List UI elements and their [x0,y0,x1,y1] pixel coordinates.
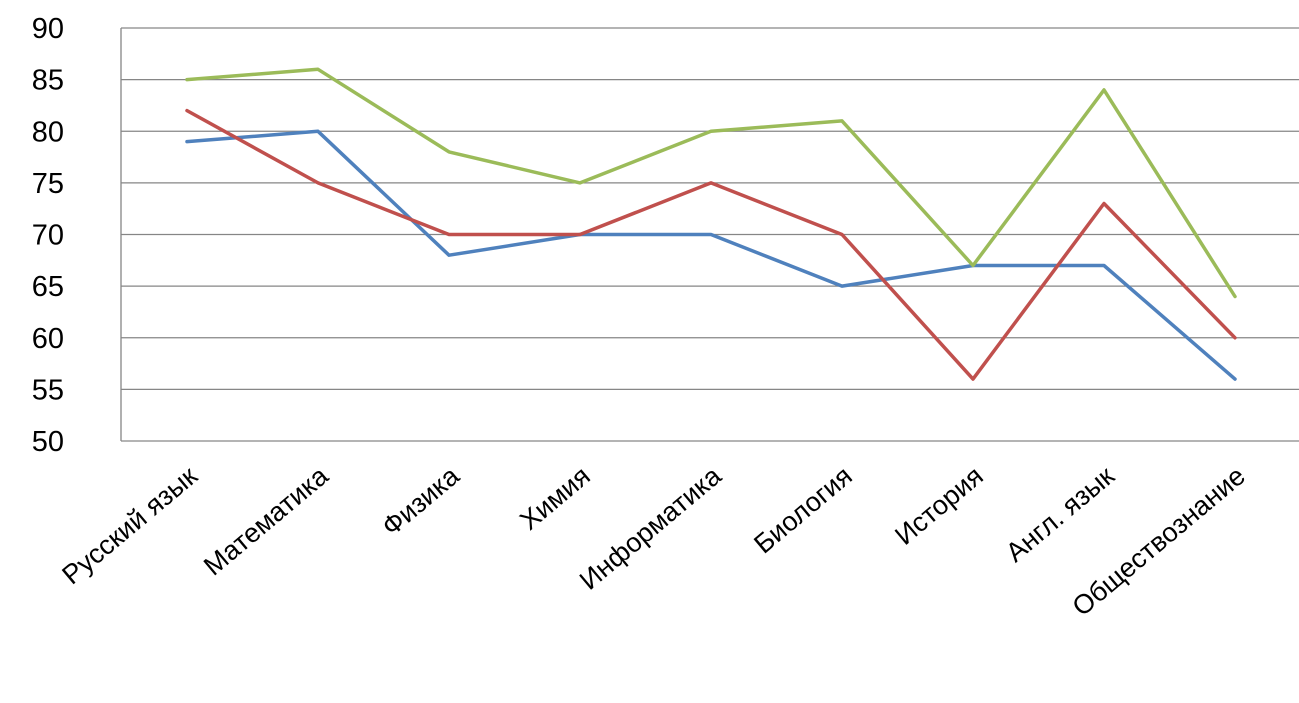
x-tick-label: Физика [376,460,465,542]
y-tick-label: 60 [32,323,64,355]
x-tick-label: Биология [748,461,858,560]
x-tick-label: История [889,461,989,551]
y-tick-label: 50 [32,426,64,458]
x-tick-label: Русский язык [56,460,203,590]
y-axis: 50 55 60 65 70 75 80 85 90 [32,13,122,458]
series-line-2 [185,108,1237,381]
y-tick-label: 85 [32,65,64,97]
x-tick-label: Химия [514,461,596,536]
series-line-1 [185,129,1237,381]
y-tick-label: 90 [32,13,64,45]
x-tick-label: Математика [198,460,335,581]
series-line-3 [185,67,1237,299]
x-tick-label: Англ. язык [1000,460,1120,567]
y-tick-label: 70 [32,220,64,252]
y-tick-label: 55 [32,374,64,406]
y-tick-label: 65 [32,271,64,303]
y-tick-label: 75 [32,168,64,200]
y-tick-label: 80 [32,116,64,148]
series-lines [185,67,1237,381]
x-tick-label: Информатика [574,460,728,596]
